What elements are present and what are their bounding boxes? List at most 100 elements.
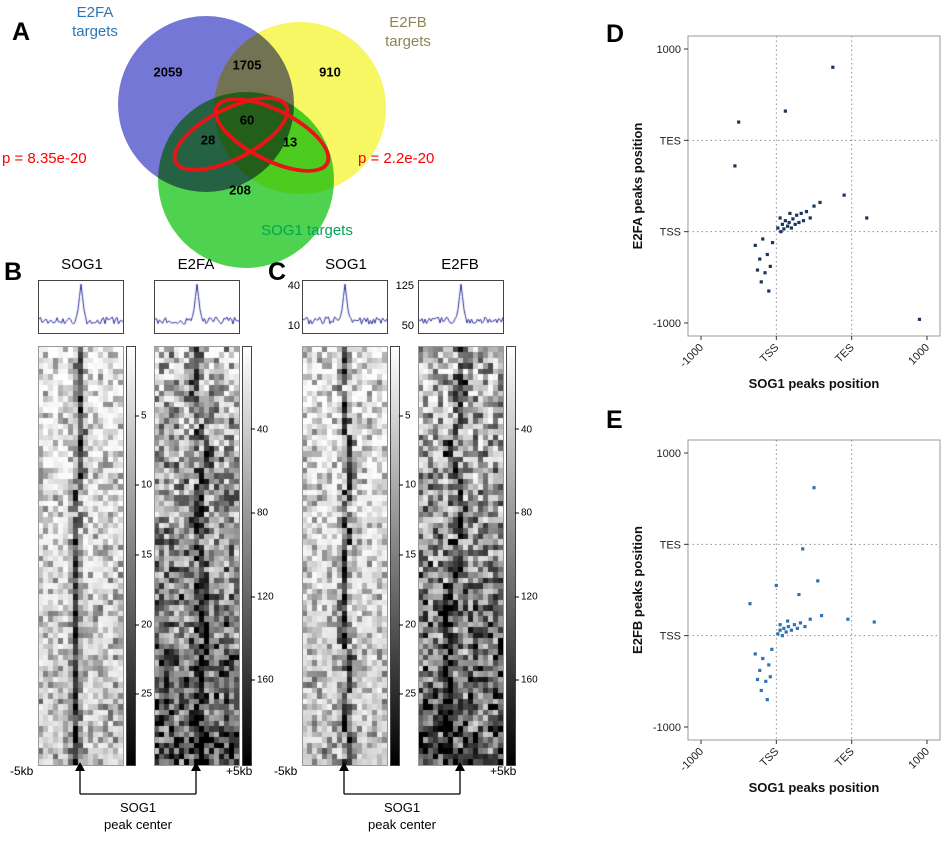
x-tick-label: 1000 <box>906 746 932 772</box>
scatter-point <box>755 268 760 272</box>
y-tick-label: 1000 <box>657 44 681 56</box>
scatter-point <box>759 280 763 284</box>
scatter-point <box>801 219 806 223</box>
scatter-point <box>765 698 769 702</box>
scatter-point <box>774 583 778 588</box>
xaxis-left-label: -5kb <box>10 764 34 778</box>
colorbar-tick-label: 120 <box>515 591 538 602</box>
scatter-point <box>768 675 772 679</box>
panel-letter-c: C <box>268 258 287 286</box>
scatter-point <box>816 579 820 583</box>
colorbar-tick-label: 10 <box>399 480 416 491</box>
scatter-point <box>787 220 791 225</box>
profile-plot-sog1 <box>38 280 124 334</box>
colorbar-e2fb <box>506 346 516 766</box>
colorbar-tick-label: 80 <box>515 508 532 519</box>
y-tick-label: -1000 <box>653 722 681 734</box>
heatmap-sog1 <box>302 346 388 766</box>
colorbar-tick-label: 25 <box>135 689 152 700</box>
xaxis-left-label: -5kb <box>274 764 298 778</box>
x-tick-label: TES <box>833 746 857 770</box>
venn-label-e2fa: E2FA targets <box>55 4 135 42</box>
venn-label-e2fa-line1: E2FA <box>76 4 114 21</box>
scatter-point <box>733 164 737 168</box>
peak-center-arrows <box>75 762 201 795</box>
colorbar-tick-label: 160 <box>515 675 538 686</box>
scatter-d-svg: -1000 TSS TES 1000 -1000 TSS TES 1000 SOG1 peaks… <box>630 35 941 391</box>
venn-count-e2fb-only: 910 <box>319 64 341 80</box>
peak-center-arrows <box>339 762 465 795</box>
scatter-point <box>748 602 752 606</box>
scatter-point <box>764 679 768 683</box>
scatter-point <box>784 630 788 634</box>
colorbar-tick-label: 15 <box>399 550 416 561</box>
plot-border <box>687 35 941 337</box>
heatmap-e2fa <box>154 346 240 766</box>
colorbar-ticks-sog1: 5 10 15 20 25 <box>135 346 161 764</box>
scatter-point <box>778 623 782 627</box>
scatter-point <box>778 628 782 632</box>
scatter-point <box>753 652 757 656</box>
x-axis-title: SOG1 peaks position <box>749 780 880 795</box>
annotation-line2: peak center <box>368 816 436 832</box>
colorbar-tick-label: 20 <box>399 619 416 630</box>
venn-label-e2fa-line2: targets <box>72 22 118 40</box>
profile-plot-e2fa <box>154 280 240 334</box>
scatter-point <box>761 656 765 661</box>
colorbar-tick-label: 5 <box>135 410 147 421</box>
panel-letter-b: B <box>4 258 23 286</box>
scatter-point <box>780 634 784 638</box>
scatter-point <box>793 222 797 226</box>
colorbar-tick-label: 40 <box>515 424 532 435</box>
panel-letter-e: E <box>606 406 623 434</box>
scatter-point <box>783 219 787 223</box>
scatter-point <box>917 317 922 321</box>
scatter-point <box>797 220 801 225</box>
venn-label-e2fb-line2: targets <box>385 32 431 50</box>
x-tick-label: TSS <box>758 746 782 770</box>
colorbar-tick-label: 120 <box>251 591 274 602</box>
colorbar-ticks-e2fa: 40 80 120 160 <box>251 346 277 764</box>
panel-b-heatmaps: B SOG1 E2FA 5 10 15 20 25 40 80 120 160 -5kb +5… <box>4 256 274 846</box>
venn-count-all-three: 60 <box>239 112 255 128</box>
colorbar-tick-label: 20 <box>135 619 152 630</box>
scatter-point <box>776 632 780 636</box>
scatter-point <box>786 224 790 228</box>
venn-label-e2fb: E2FB targets <box>368 14 448 52</box>
x-tick-label: -1000 <box>678 746 706 774</box>
scatter-point <box>778 216 782 220</box>
pvalue-left: p = 8.35e-20 <box>2 150 87 167</box>
scatter-point <box>765 252 769 257</box>
panel-letter-d: D <box>606 20 625 48</box>
scatter-point <box>808 617 812 621</box>
scatter-point <box>758 668 762 672</box>
scatter-point <box>812 204 816 208</box>
scatter-point <box>782 227 786 231</box>
colorbar-e2fa <box>242 346 252 766</box>
heatmap-title-e2fa: E2FA <box>177 256 215 273</box>
scatter-e-svg: -1000 TSS TES 1000 -1000 TSS TES 1000 SOG1 peaks… <box>630 439 941 795</box>
colorbar-ticks-sog1: 5 10 15 20 25 <box>399 346 425 764</box>
panel-e-scatter: E -1000 TSS TES 1000 -1000 TSS TES 1000 SOG1 pea… <box>600 404 948 846</box>
scatter-point <box>786 619 790 623</box>
profile-ymin-e2fb: 50 <box>401 320 414 332</box>
annotation-line2: peak center <box>104 816 172 832</box>
scatter-point <box>786 624 790 629</box>
scatter-point <box>770 241 775 245</box>
scatter-point <box>789 226 793 230</box>
scatter-point <box>753 243 757 247</box>
heatmap-title-sog1: SOG1 <box>325 256 367 273</box>
plot-border <box>687 439 941 741</box>
x-tick-label: TSS <box>758 342 782 366</box>
colorbar-tick-label: 25 <box>399 689 416 700</box>
heatmap-e2fb <box>418 346 504 766</box>
scatter-point <box>819 613 824 618</box>
y-tick-label: 1000 <box>657 448 681 460</box>
venn-count-sog1-only: 208 <box>229 182 251 198</box>
panel-c-heatmaps: C SOG1 E2FB 40 10 125 50 5 10 15 20 25 40 80 1… <box>268 256 538 846</box>
scatter-point <box>797 592 801 597</box>
scatter-point <box>831 65 835 69</box>
profile-ymax-sog1: 40 <box>287 280 300 292</box>
x-tick-label: -1000 <box>678 342 706 370</box>
profile-ymin-sog1: 10 <box>287 320 300 332</box>
